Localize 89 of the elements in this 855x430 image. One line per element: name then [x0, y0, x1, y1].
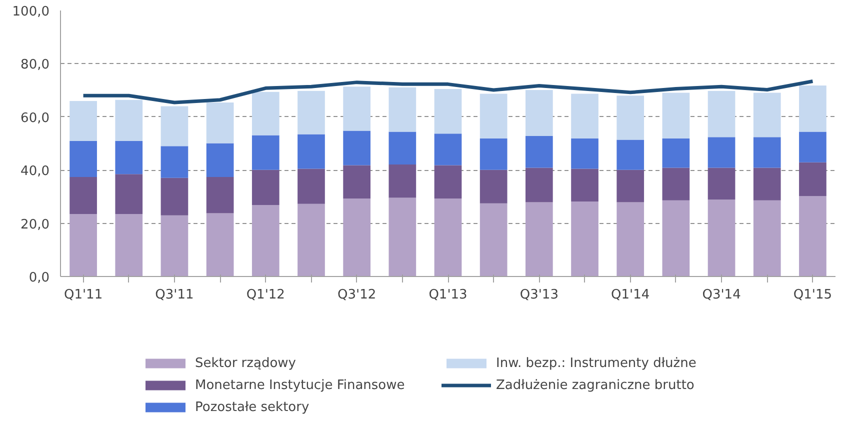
x-tick-label: Q1'11	[64, 288, 103, 302]
legend-label: Pozostałe sektory	[195, 399, 310, 415]
bar	[526, 136, 553, 168]
bar	[388, 87, 416, 132]
bar	[388, 164, 416, 198]
bar	[662, 138, 690, 168]
bar	[799, 196, 826, 276]
bar	[753, 137, 781, 168]
x-tick-label: Q1'13	[428, 288, 468, 302]
bar	[252, 92, 280, 136]
y-tick-label: 60,0	[20, 110, 50, 126]
bar	[662, 200, 690, 276]
bar	[799, 162, 826, 196]
bar	[343, 165, 370, 199]
legend-label: Inw. bezp.: Instrumenty dłużne	[496, 355, 698, 371]
x-tick-label: Q3'12	[338, 288, 376, 302]
bar	[480, 170, 508, 204]
bar	[753, 92, 781, 138]
bar	[70, 140, 97, 178]
legend-label: Zadłużenie zagraniczne brutto	[496, 377, 696, 393]
bar	[115, 140, 143, 174]
bar	[160, 146, 188, 178]
bar	[206, 143, 234, 178]
x-tick-label: Q1'15	[793, 288, 832, 302]
bar	[480, 203, 508, 276]
bar	[160, 178, 188, 216]
bar	[480, 138, 508, 170]
x-tick-label: Q3'14	[702, 288, 741, 302]
bar	[480, 94, 508, 138]
bar	[616, 170, 644, 202]
bar	[115, 174, 143, 214]
bar	[343, 198, 370, 276]
bar	[526, 202, 553, 276]
bar	[252, 204, 280, 276]
x-tick-label: Q1'12	[246, 288, 285, 302]
bar	[571, 201, 598, 276]
bar	[115, 214, 143, 276]
bar	[708, 137, 736, 168]
y-tick-label: 80,0	[20, 58, 50, 73]
bar	[662, 92, 690, 138]
bar	[160, 215, 188, 276]
bar	[298, 134, 325, 169]
bar	[571, 138, 598, 169]
bar	[571, 94, 598, 138]
bar	[298, 90, 325, 134]
x-tick-label: Q3'11	[155, 288, 194, 302]
legend-label: Sektor rządowy	[195, 355, 297, 371]
bar	[708, 200, 736, 276]
bar	[799, 86, 826, 132]
bar	[343, 86, 370, 131]
bar	[206, 213, 234, 276]
bar	[616, 202, 644, 276]
bar	[70, 100, 97, 141]
bar	[70, 177, 97, 214]
bar	[388, 132, 416, 165]
bar	[298, 168, 325, 204]
bar	[434, 134, 462, 166]
bar	[343, 130, 370, 166]
legend-label: Monetarne Instytucje Finansowe	[195, 377, 406, 393]
bar	[252, 135, 280, 170]
bar	[206, 102, 234, 144]
bar	[616, 96, 644, 140]
bar	[434, 165, 462, 199]
bar	[434, 198, 462, 276]
line-series	[82, 80, 814, 104]
bar	[753, 200, 781, 276]
bar	[526, 90, 553, 136]
bar	[616, 140, 644, 170]
bar	[708, 168, 736, 200]
bar	[571, 168, 598, 202]
bar	[434, 88, 462, 134]
bar	[160, 106, 188, 146]
x-tick-label: Q1'14	[611, 288, 650, 302]
y-tick-label: 100,0	[12, 4, 50, 20]
bar	[526, 168, 553, 202]
bar	[70, 214, 97, 276]
bar	[298, 204, 325, 276]
bar	[753, 168, 781, 200]
x-tick-label: Q3'13	[520, 288, 558, 302]
bar	[662, 168, 690, 200]
bar	[206, 177, 234, 214]
bar	[252, 170, 280, 205]
bar	[115, 100, 143, 141]
y-tick-label: 40,0	[20, 164, 50, 180]
y-tick-label: 0,0	[28, 270, 50, 286]
bar	[799, 132, 826, 162]
y-tick-label: 20,0	[20, 217, 50, 232]
bar	[708, 90, 736, 138]
bar	[388, 198, 416, 276]
